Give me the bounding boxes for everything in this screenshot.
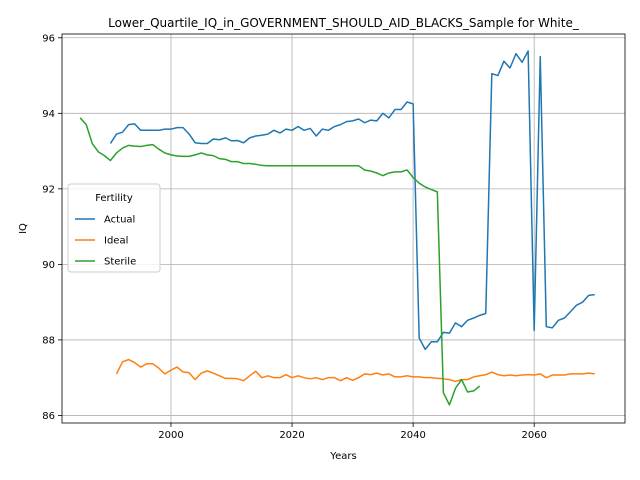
legend-label-sterile: Sterile (104, 257, 136, 268)
y-axis-ticks: 86 88 90 92 94 96 (42, 33, 62, 422)
series-line-ideal (115, 358, 595, 383)
series-line-sterile (79, 117, 481, 406)
series-lines (79, 50, 595, 406)
series-line-actual (109, 50, 595, 351)
x-tick-label: 2020 (279, 430, 304, 441)
legend-label-actual: Actual (104, 215, 135, 226)
y-tick-label: 88 (42, 335, 55, 346)
legend-box (67, 183, 161, 273)
legend-title: Fertility (95, 193, 133, 204)
x-tick-label: 2000 (158, 430, 183, 441)
x-axis-label: Years (329, 451, 356, 462)
y-axis-label: IQ (18, 223, 29, 234)
y-tick-label: 86 (42, 411, 55, 422)
x-tick-label: 2060 (521, 430, 546, 441)
chart-title: Lower_Quartile_IQ_in_GOVERNMENT_SHOULD_A… (108, 16, 580, 30)
y-tick-label: 96 (42, 33, 55, 44)
x-axis-ticks: 2000 2020 2040 2060 (158, 423, 547, 441)
legend-label-ideal: Ideal (104, 236, 128, 247)
y-tick-label: 94 (42, 109, 55, 120)
y-tick-label: 92 (42, 184, 55, 195)
x-tick-label: 2040 (400, 430, 425, 441)
legend: Fertility Actual Ideal Sterile (67, 183, 161, 273)
plot-frame (61, 33, 626, 424)
y-tick-label: 90 (42, 260, 55, 271)
